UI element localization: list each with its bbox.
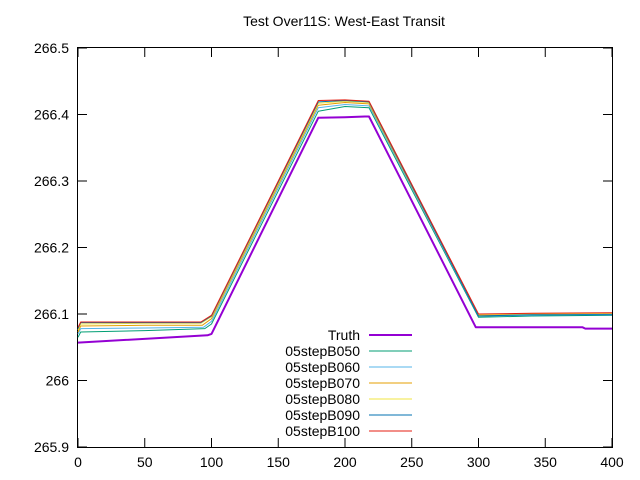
x-tick-label: 0	[74, 454, 82, 470]
legend-label: 05stepB070	[285, 375, 360, 391]
series-line-05stepb080	[77, 100, 613, 331]
x-tick-label: 350	[534, 454, 558, 470]
legend-label: 05stepB050	[285, 343, 360, 359]
axes: 0 50 100 150 200 250 300 350 400 265.9 266 266.1 266…	[34, 40, 624, 470]
x-tick-label: 250	[400, 454, 424, 470]
y-tick-label: 266.4	[34, 107, 69, 123]
x-tick-label: 150	[267, 454, 291, 470]
legend-label: Truth	[328, 327, 360, 343]
legend-label: 05stepB060	[285, 359, 360, 375]
chart-title: Test Over11S: West-East Transit	[243, 13, 445, 29]
x-tick-label: 400	[600, 454, 624, 470]
y-tick-label: 265.9	[34, 439, 69, 455]
series-line-05stepb070	[77, 102, 613, 333]
legend-label: 05stepB080	[285, 391, 360, 407]
series-layer	[77, 99, 613, 344]
x-tick-label: 300	[467, 454, 491, 470]
y-tick-label: 266.5	[34, 40, 69, 56]
y-tick-label: 266.3	[34, 173, 69, 189]
plot-area-border	[77, 47, 613, 448]
legend-label: 05stepB100	[285, 423, 360, 439]
x-tick-label: 100	[200, 454, 224, 470]
x-tick-label: 200	[333, 454, 357, 470]
series-line-truth	[77, 115, 612, 344]
series-line-05stepb050	[77, 106, 613, 338]
legend-label: 05stepB090	[285, 407, 360, 423]
legend: Truth05stepB05005stepB06005stepB07005ste…	[285, 327, 412, 439]
y-tick-label: 266.1	[34, 306, 69, 322]
y-tick-label: 266	[46, 373, 70, 389]
series-line-05stepb090	[77, 100, 612, 329]
series-line-05stepb100	[77, 99, 613, 328]
series-line-05stepb060	[77, 104, 613, 335]
y-tick-label: 266.2	[34, 240, 69, 256]
x-tick-label: 50	[137, 454, 153, 470]
